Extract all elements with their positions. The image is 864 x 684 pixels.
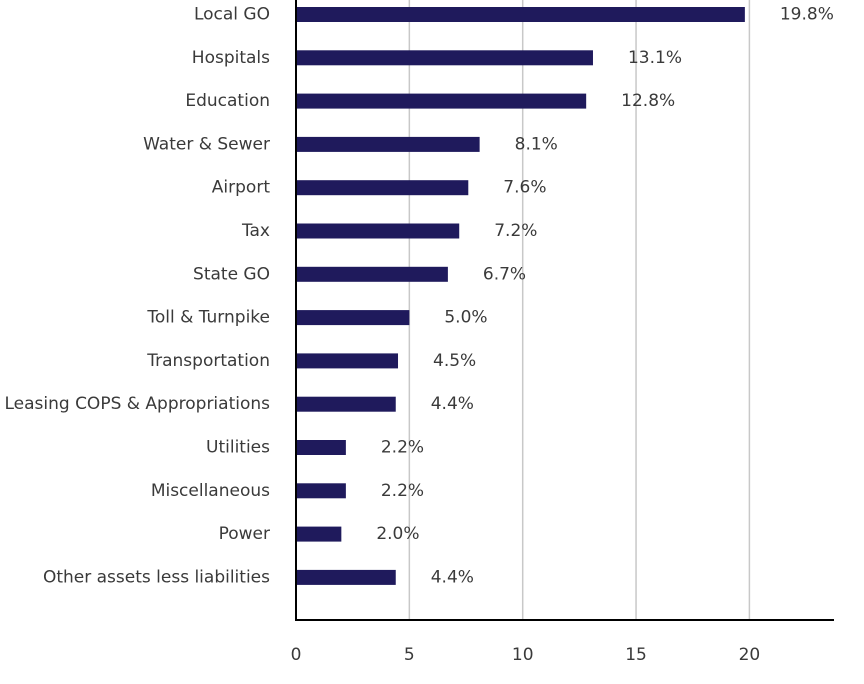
value-label-0: 19.8% bbox=[780, 5, 834, 25]
x-tick-label-15: 15 bbox=[625, 645, 647, 665]
category-label-11: Miscellaneous bbox=[151, 481, 270, 501]
value-label-2: 12.8% bbox=[621, 91, 675, 111]
category-label-12: Power bbox=[219, 524, 270, 544]
bar-6 bbox=[296, 266, 448, 282]
bar-5 bbox=[296, 223, 460, 239]
value-label-10: 2.2% bbox=[381, 438, 424, 458]
value-label-13: 4.4% bbox=[431, 567, 474, 587]
category-label-2: Education bbox=[185, 91, 270, 111]
value-label-7: 5.0% bbox=[444, 308, 487, 328]
value-label-8: 4.5% bbox=[433, 351, 476, 371]
value-label-3: 8.1% bbox=[515, 134, 558, 154]
value-label-9: 4.4% bbox=[431, 394, 474, 414]
bar-8 bbox=[296, 353, 399, 369]
value-label-1: 13.1% bbox=[628, 48, 682, 68]
category-label-13: Other assets less liabilities bbox=[43, 567, 270, 587]
category-labels: Local GO Hospitals Education Water & Sewer A… bbox=[4, 5, 270, 588]
x-tick-labels: 0 5 10 15 20 bbox=[291, 645, 761, 665]
category-label-8: Transportation bbox=[146, 351, 270, 371]
category-label-4: Airport bbox=[212, 178, 271, 198]
bar-2 bbox=[296, 93, 587, 109]
bar-9 bbox=[296, 396, 396, 412]
value-label-5: 7.2% bbox=[494, 221, 537, 241]
bar-13 bbox=[296, 569, 396, 585]
bar-0 bbox=[296, 7, 745, 22]
category-label-9: Leasing COPS & Appropriations bbox=[4, 394, 270, 414]
category-label-7: Toll & Turnpike bbox=[146, 308, 270, 328]
bar-10 bbox=[296, 440, 346, 455]
bar-4 bbox=[296, 180, 469, 196]
value-label-4: 7.6% bbox=[503, 178, 546, 198]
bar-1 bbox=[296, 50, 593, 66]
x-tick-label-0: 0 bbox=[291, 645, 302, 665]
bars bbox=[296, 7, 745, 585]
category-label-0: Local GO bbox=[194, 5, 270, 25]
bar-7 bbox=[296, 310, 410, 326]
category-label-10: Utilities bbox=[206, 438, 270, 458]
x-tick-label-10: 10 bbox=[512, 645, 534, 665]
category-label-5: Tax bbox=[241, 221, 270, 241]
axes bbox=[295, 0, 834, 621]
value-label-12: 2.0% bbox=[376, 524, 419, 544]
value-label-6: 6.7% bbox=[483, 264, 526, 284]
x-tick-label-5: 5 bbox=[404, 645, 415, 665]
value-label-11: 2.2% bbox=[381, 481, 424, 501]
bar-12 bbox=[296, 526, 342, 542]
category-label-6: State GO bbox=[193, 264, 270, 284]
value-labels: 19.8% 13.1% 12.8% 8.1% 7.6% 7.2% 6.7% 5.0% 4.5% 4… bbox=[376, 5, 834, 588]
bar-11 bbox=[296, 483, 346, 499]
bar-3 bbox=[296, 136, 480, 152]
x-tick-label-20: 20 bbox=[739, 645, 761, 665]
category-label-1: Hospitals bbox=[192, 48, 270, 68]
category-label-3: Water & Sewer bbox=[143, 134, 270, 154]
